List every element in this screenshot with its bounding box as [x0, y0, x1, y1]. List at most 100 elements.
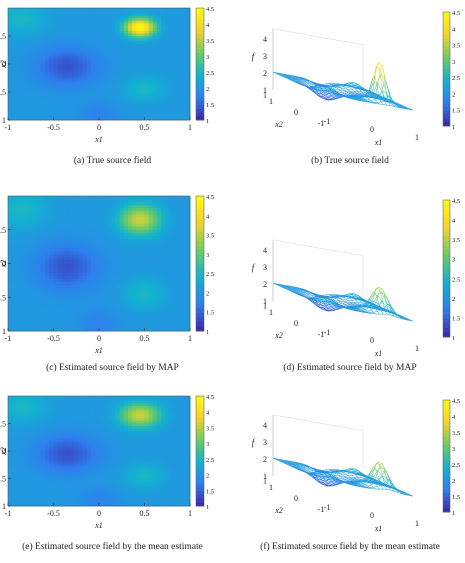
heatmap-cell: [152, 76, 158, 80]
heatmap-cell: [36, 263, 42, 267]
heatmap-cell: [12, 41, 17, 45]
heatmap-cell: [165, 269, 170, 274]
heatmap-cell: [119, 229, 125, 234]
heatmap-cell: [53, 324, 59, 329]
mesh-line: [372, 66, 377, 79]
colorbar-frame: [195, 7, 205, 121]
heatmap-cell: [107, 48, 112, 52]
heatmap-cell: [99, 112, 104, 116]
colorbar-cell: [443, 38, 450, 43]
heatmap-cell: [140, 291, 145, 295]
heatmap-cell: [16, 318, 21, 323]
heatmap-cell: [78, 306, 83, 310]
heatmap-cell: [61, 254, 67, 258]
heatmap-cell: [12, 86, 17, 90]
heatmap-cell: [127, 214, 133, 218]
heatmap-cell: [45, 20, 50, 24]
heatmap-cell: [123, 223, 129, 228]
heatmap-cell: [20, 92, 25, 95]
heatmap-cell: [173, 112, 178, 116]
heatmap-cell: [127, 10, 133, 14]
mesh-line: [390, 99, 393, 102]
heatmap-cell: [78, 269, 83, 274]
heatmap-cell: [65, 89, 71, 93]
heatmap-cell: [173, 69, 178, 73]
mesh-line: [365, 98, 370, 101]
heatmap-cell: [111, 238, 116, 243]
heatmap-cell: [65, 86, 71, 90]
heatmap-cell: [119, 48, 125, 52]
heatmap-cell: [12, 43, 17, 47]
mesh-line: [376, 95, 379, 98]
heatmap-cell: [28, 254, 34, 258]
heatmap-cell: [24, 13, 30, 17]
heatmap-cell: [152, 8, 158, 11]
heatmap-cell: [103, 25, 108, 29]
heatmap-cell: [123, 248, 129, 252]
heatmap-cell: [65, 254, 71, 258]
heatmap-cell: [169, 196, 174, 200]
heatmap-cell: [148, 245, 154, 249]
heatmap-cell: [119, 306, 125, 310]
heatmap-cell: [12, 297, 17, 301]
mesh-line: [369, 92, 373, 94]
heatmap-cell: [57, 199, 63, 203]
heatmap-cell: [161, 92, 166, 95]
heatmap-cell: [94, 238, 100, 243]
heatmap-cell: [74, 102, 79, 106]
mesh-line: [394, 102, 397, 105]
heatmap-cell: [32, 104, 38, 108]
heatmap-cell: [28, 309, 34, 313]
heatmap-cell: [8, 266, 13, 271]
mesh-line: [377, 95, 381, 97]
heatmap-cell: [57, 269, 63, 274]
heatmap-cell: [119, 266, 125, 271]
heatmap-cell: [32, 235, 38, 240]
heatmap-cell: [152, 112, 158, 116]
heatmap-cell: [24, 30, 30, 34]
heatmap-cell: [28, 223, 34, 228]
heatmap-cell: [152, 300, 158, 304]
mesh-line: [350, 86, 354, 88]
heatmap-cell: [32, 107, 38, 111]
heatmap-cell: [8, 205, 13, 209]
heatmap-cell: [177, 33, 183, 37]
heatmap-cell: [107, 107, 112, 111]
heatmap-cell: [70, 312, 75, 317]
heatmap-cell: [115, 327, 121, 332]
mesh-line: [314, 82, 319, 85]
mesh-line: [377, 94, 380, 96]
heatmap-cell: [45, 312, 50, 317]
heatmap-cell: [115, 251, 121, 255]
heatmap-cell: [41, 208, 46, 212]
heatmap-cell: [61, 84, 67, 88]
heatmap-cell: [111, 318, 116, 323]
heatmap-cell: [115, 303, 121, 307]
heatmap-cell: [169, 235, 174, 240]
mesh-line: [351, 89, 354, 92]
heatmap-cell: [61, 51, 67, 55]
mesh-line: [369, 95, 372, 97]
heatmap-cell: [49, 297, 54, 301]
heatmap-cell: [115, 36, 121, 39]
heatmap-cell: [28, 257, 34, 261]
heatmap-cell: [152, 226, 158, 231]
heatmap-cell: [161, 303, 166, 307]
heatmap-cell: [148, 272, 154, 277]
heatmap-cell: [32, 56, 38, 60]
heatmap-cell: [53, 327, 59, 332]
heatmap-cell: [49, 294, 54, 298]
heatmap-cell: [53, 38, 59, 42]
heatmap-cell: [127, 223, 133, 228]
heatmap-cell: [111, 309, 116, 313]
heatmap-cell: [53, 291, 59, 295]
mesh-line: [321, 83, 326, 85]
heatmap-cell: [70, 30, 75, 34]
heatmap-cell: [53, 107, 59, 111]
heatmap-cell: [132, 114, 137, 118]
heatmap-cell: [57, 56, 63, 60]
heatmap-cell: [16, 20, 21, 24]
heatmap-cell: [161, 58, 166, 62]
heatmap-cell: [8, 196, 13, 200]
heatmap-cell: [74, 10, 79, 14]
